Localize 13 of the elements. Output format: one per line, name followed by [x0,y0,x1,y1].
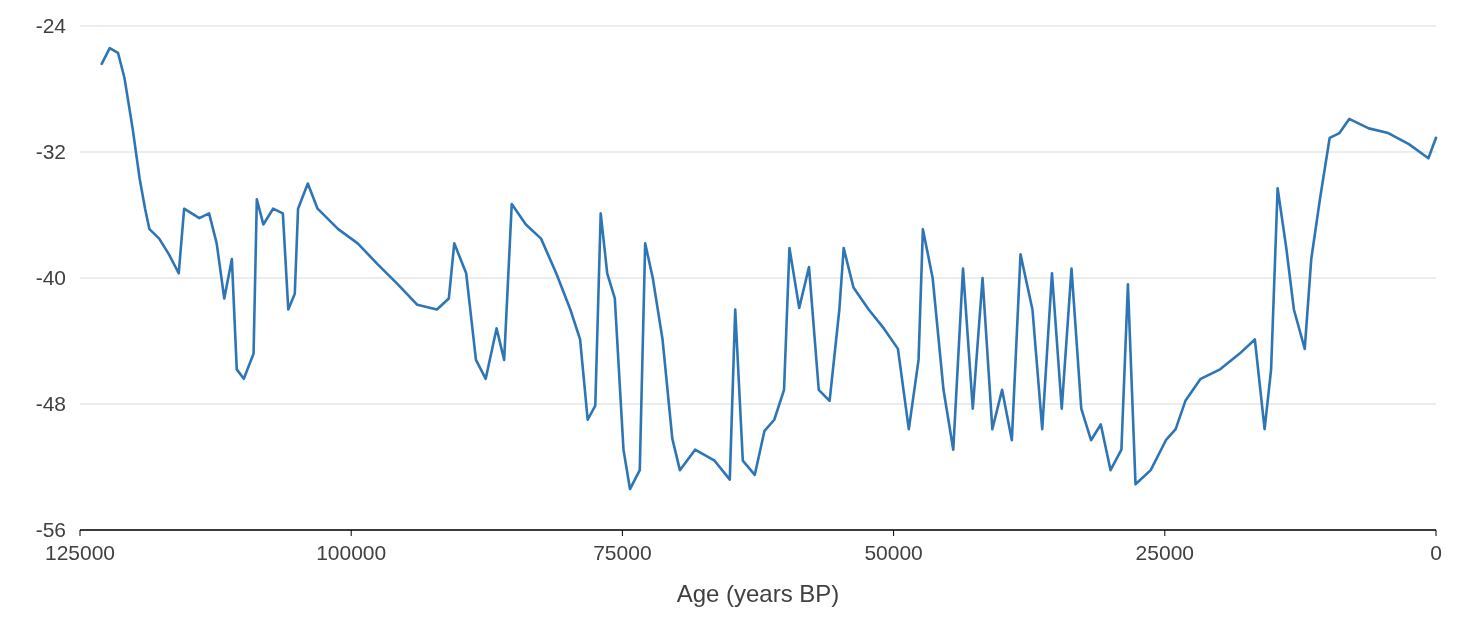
y-tick-label: -56 [35,518,66,542]
x-tick-label: 50000 [864,541,923,564]
y-tick-label: -40 [35,266,66,290]
x-tick-label: 125000 [44,541,116,564]
line-series [100,46,1438,491]
y-tick-label: -32 [35,140,66,164]
x-tick-label: 0 [1430,541,1442,564]
x-axis-title: Age (years BP) [676,580,840,607]
x-tick-label: 75000 [593,541,652,564]
x-tick-label: 100000 [316,541,387,564]
x-tick-label: 25000 [1135,541,1194,564]
y-tick-label: -24 [35,14,67,38]
y-tick-label: -48 [35,392,66,416]
